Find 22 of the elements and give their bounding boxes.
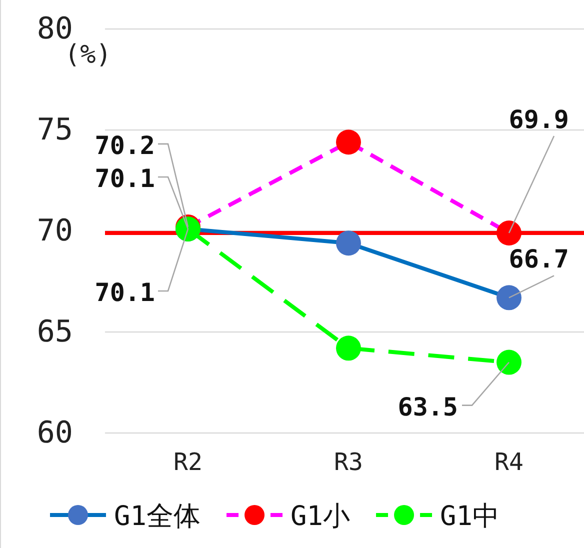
legend-label: G1全体 (114, 501, 201, 532)
data-label: 70.1 (94, 278, 155, 307)
x-tick-label: R4 (494, 448, 524, 476)
legend-label: G1小 (290, 501, 350, 532)
point (336, 336, 361, 361)
x-tick-label: R3 (334, 448, 363, 476)
point (496, 220, 522, 246)
data-label: 63.5 (398, 392, 458, 422)
data-label: 70.1 (94, 164, 155, 193)
data-label: 69.9 (508, 105, 569, 134)
y-tick-label: 70 (36, 214, 73, 249)
y-tick-label: 60 (36, 416, 73, 451)
legend-label: G1中 (440, 501, 500, 532)
point (496, 350, 522, 375)
y-tick-label: 75 (36, 112, 73, 148)
x-tick-label: R2 (174, 448, 202, 476)
y-tick-label: 65 (36, 314, 73, 350)
point (336, 130, 361, 155)
data-label: 70.2 (94, 130, 155, 160)
point (336, 230, 361, 256)
point (496, 285, 522, 310)
data-label: 66.7 (508, 244, 569, 274)
